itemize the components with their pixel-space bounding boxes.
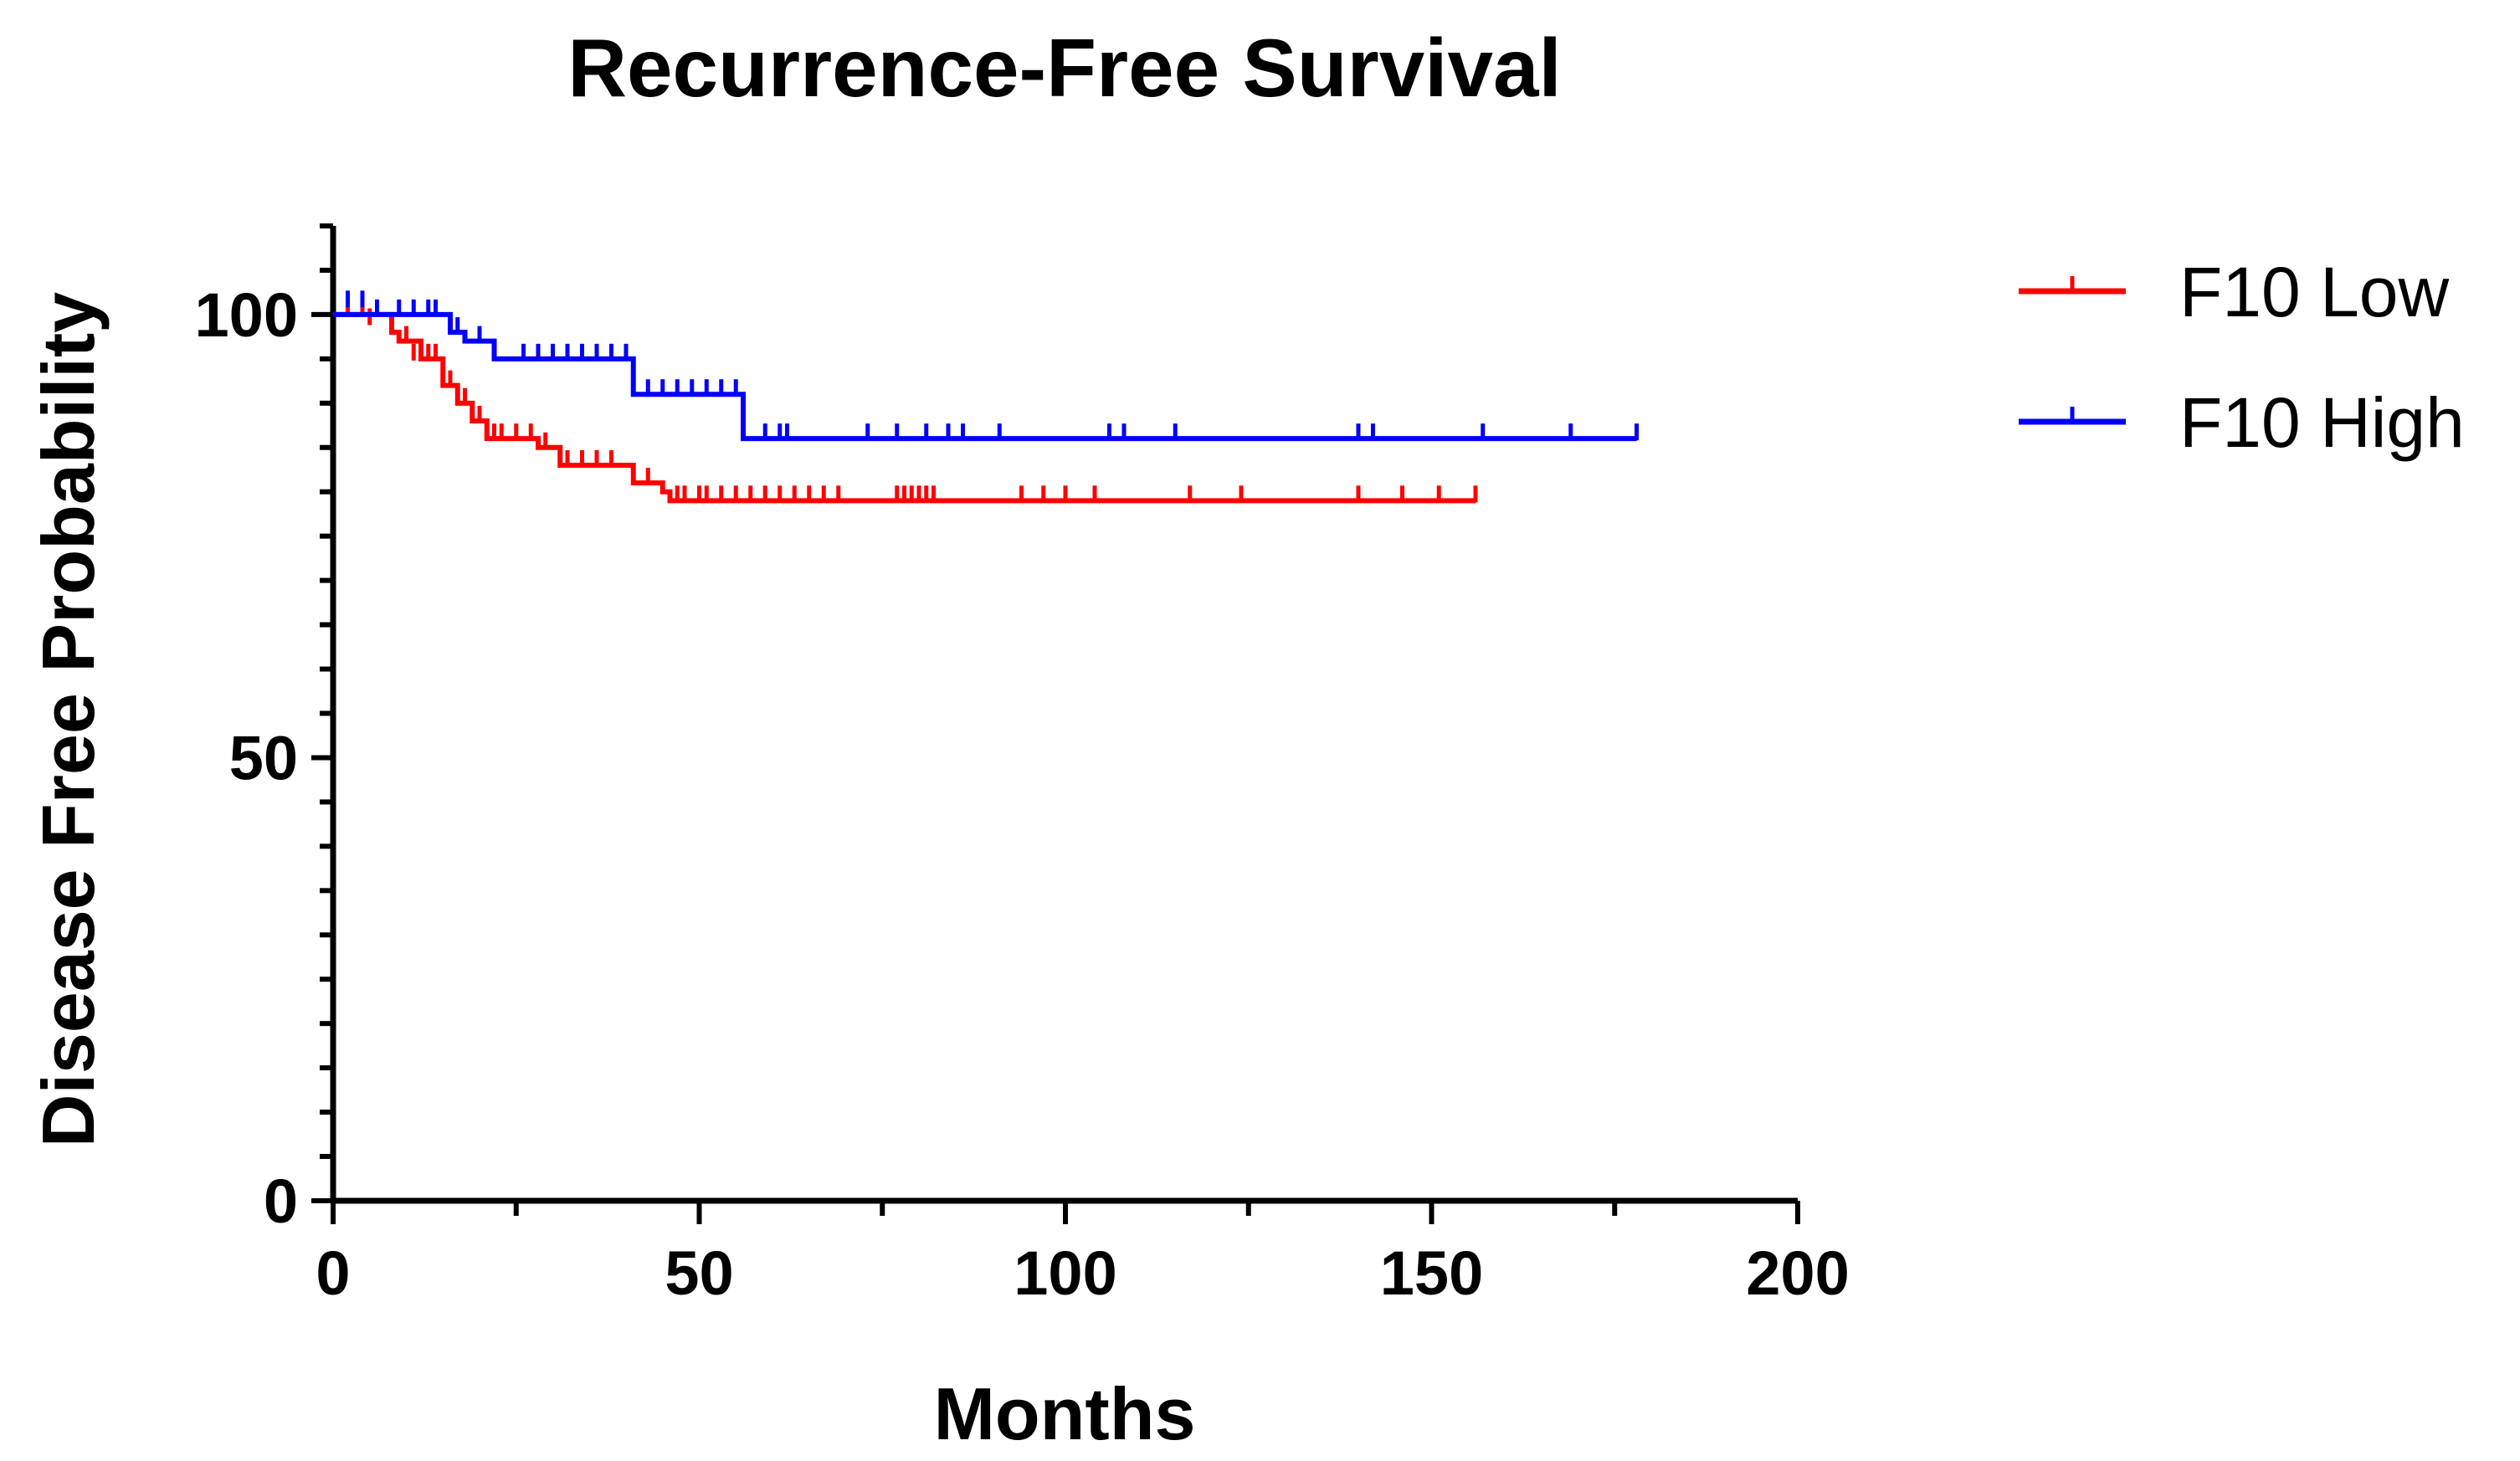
legend-label-f10-low: F10 Low	[2179, 253, 2450, 331]
x-tick-label: 200	[1746, 1238, 1849, 1308]
x-tick-label: 50	[665, 1238, 733, 1308]
y-tick-label: 100	[195, 280, 298, 350]
x-axis-title: Months	[934, 1372, 1196, 1455]
axes: 0 50 100 0 50 100 150 200	[195, 223, 1850, 1308]
chart-title: Recurrence-Free Survival	[567, 22, 1561, 114]
x-tick-label: 100	[1014, 1238, 1116, 1308]
legend-label-f10-high: F10 High	[2179, 383, 2465, 462]
x-tick-label: 0	[316, 1238, 350, 1308]
plot-area	[333, 290, 1639, 504]
survival-curve-f10-high	[333, 311, 1637, 442]
y-tick-label: 50	[229, 723, 298, 792]
y-tick-label: 0	[264, 1166, 298, 1236]
survival-curve-f10-low	[333, 311, 1476, 504]
x-tick-label: 150	[1380, 1238, 1483, 1308]
legend: F10 Low F10 High	[2019, 253, 2465, 462]
y-axis-title: Disease Free Probability	[27, 292, 110, 1147]
